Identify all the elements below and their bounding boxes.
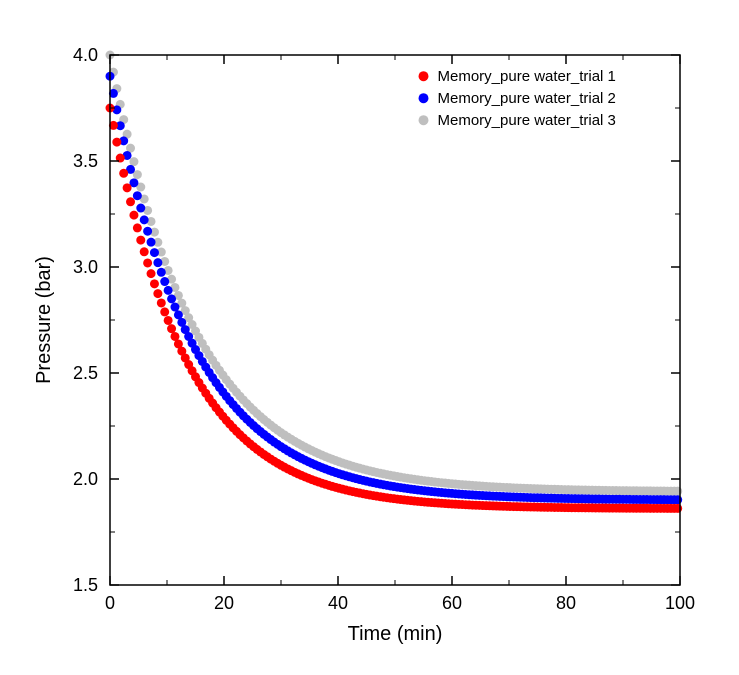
legend: Memory_pure water_trial 1 Memory_pure wat…	[419, 68, 616, 129]
y-tick-label: 3.5	[73, 151, 98, 171]
x-tick-label: 80	[556, 593, 576, 613]
y-axis-label: Pressure (bar)	[33, 256, 55, 384]
y-tick-label: 4.0	[73, 45, 98, 65]
y-tick-label: 2.5	[73, 363, 98, 383]
pressure-time-chart: 0 20 40 60 80 100 1.5 2.0 2.5 3.0 3.5 4.0 Time (min)…	[0, 0, 739, 675]
y-tick-label: 3.0	[73, 257, 98, 277]
legend-label: Memory_pure water_trial 3	[438, 112, 616, 129]
x-tick-label: 20	[214, 593, 234, 613]
legend-marker	[419, 71, 429, 81]
x-axis-label: Time (min)	[348, 623, 443, 645]
x-tick-label: 40	[328, 593, 348, 613]
legend-marker	[419, 93, 429, 103]
y-tick-label: 2.0	[73, 469, 98, 489]
x-tick-label: 60	[442, 593, 462, 613]
chart-svg: 0 20 40 60 80 100 1.5 2.0 2.5 3.0 3.5 4.0 Time (min)…	[0, 0, 739, 675]
x-tick-label: 0	[105, 593, 115, 613]
legend-label: Memory_pure water_trial 2	[438, 90, 616, 107]
legend-label: Memory_pure water_trial 1	[438, 68, 616, 85]
legend-marker	[419, 115, 429, 125]
x-tick-label: 100	[665, 593, 695, 613]
y-tick-label: 1.5	[73, 575, 98, 595]
